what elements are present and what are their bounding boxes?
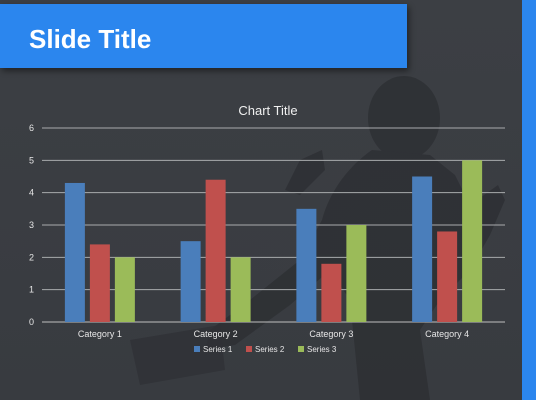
chart-gridlines (42, 127, 505, 323)
chart-legend: Series 1 Series 2 Series 3 (194, 345, 337, 354)
bar-1-1 (64, 182, 85, 322)
bar-3-4 (462, 160, 483, 322)
y-tick-label: 3 (29, 220, 34, 230)
chart-title: Chart Title (238, 103, 297, 118)
x-axis-labels: Category 1 Category 2 Category 3 Category 4 (78, 329, 469, 339)
legend-label: Series 2 (255, 345, 285, 354)
bar-2-3 (321, 263, 342, 322)
bar-1-2 (180, 241, 201, 322)
y-tick-label: 1 (29, 285, 34, 295)
bar-2-2 (205, 179, 226, 322)
chart-bars (64, 160, 483, 322)
bar-1-4 (412, 176, 433, 322)
slide-title: Slide Title (29, 24, 152, 54)
y-tick-label: 0 (29, 317, 34, 327)
legend-swatch (194, 346, 200, 352)
legend-swatch (298, 346, 304, 352)
y-tick-label: 2 (29, 252, 34, 262)
legend-swatch (246, 346, 252, 352)
bar-2-4 (437, 231, 458, 322)
x-tick-label: Category 4 (425, 329, 469, 339)
bar-3-3 (346, 225, 367, 322)
bar-1-3 (296, 208, 317, 322)
legend-label: Series 1 (203, 345, 233, 354)
y-tick-label: 6 (29, 123, 34, 133)
x-tick-label: Category 3 (309, 329, 353, 339)
y-axis-ticks: 0 1 2 3 4 5 6 (29, 123, 34, 327)
bar-2-1 (89, 244, 110, 322)
y-tick-label: 4 (29, 188, 34, 198)
accent-stripe (522, 0, 536, 400)
x-tick-label: Category 2 (194, 329, 238, 339)
x-tick-label: Category 1 (78, 329, 122, 339)
bar-3-1 (114, 257, 135, 322)
title-bar: Slide Title (0, 4, 407, 68)
bar-3-2 (230, 257, 251, 322)
legend-label: Series 3 (307, 345, 337, 354)
y-tick-label: 5 (29, 155, 34, 165)
